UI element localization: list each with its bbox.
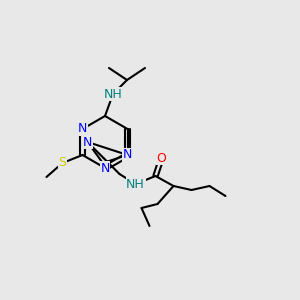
Text: NH: NH	[103, 88, 122, 100]
Text: O: O	[157, 152, 166, 164]
Text: S: S	[58, 157, 67, 169]
Text: N: N	[100, 161, 110, 175]
Text: N: N	[78, 122, 87, 136]
Text: N: N	[83, 136, 92, 148]
Text: NH: NH	[126, 178, 145, 190]
Text: N: N	[123, 148, 132, 161]
